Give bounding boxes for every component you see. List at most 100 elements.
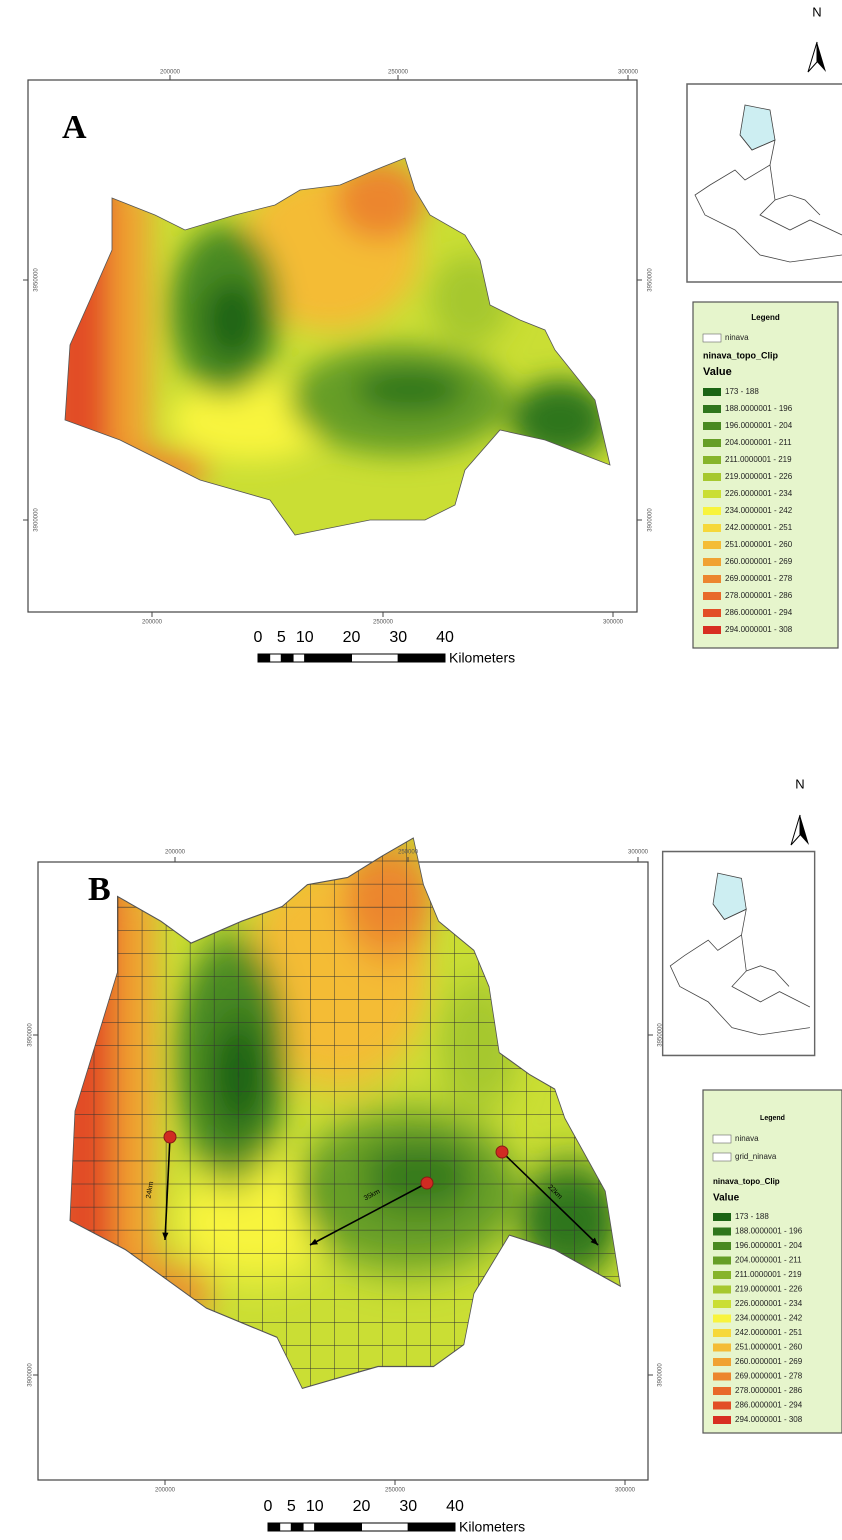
coordinate-label: 200000 — [165, 850, 186, 856]
scale-segment — [351, 653, 399, 663]
layer-label: grid_ninava — [735, 1152, 777, 1161]
class-swatch — [703, 524, 721, 532]
class-label: 173 - 188 — [735, 1212, 769, 1221]
class-label: 269.0000001 - 278 — [735, 1372, 803, 1381]
coordinate-label: 300000 — [603, 620, 624, 626]
class-label: 234.0000001 - 242 — [725, 506, 793, 515]
scale-segment — [397, 653, 446, 663]
class-label: 211.0000001 - 219 — [725, 455, 792, 464]
coordinate-label: 3900000 — [658, 1363, 664, 1387]
sample-point — [495, 1145, 509, 1159]
raster-name: ninava_topo_Clip — [713, 1177, 780, 1186]
coordinate-label: 300000 — [628, 850, 649, 856]
class-swatch — [713, 1358, 731, 1366]
scale-label: 10 — [306, 1498, 324, 1515]
north-arrow — [790, 814, 810, 846]
class-swatch — [703, 490, 721, 498]
north-arrow — [807, 41, 827, 73]
arrow-head — [590, 1237, 598, 1245]
class-swatch — [703, 541, 721, 549]
panel-label: B — [88, 871, 111, 908]
class-swatch — [703, 558, 721, 566]
field-name: Value — [713, 1193, 740, 1204]
layer-label: ninava — [725, 333, 749, 342]
layer-swatch — [702, 333, 722, 343]
arrow-head — [310, 1238, 318, 1245]
location-inset — [661, 850, 816, 1057]
scale-label: 20 — [343, 629, 361, 646]
sample-point — [420, 1176, 434, 1190]
layer-swatch — [712, 1152, 732, 1162]
class-label: 211.0000001 - 219 — [735, 1270, 802, 1279]
class-swatch — [713, 1242, 731, 1250]
scale-segment — [257, 653, 271, 663]
legend-title: Legend — [751, 313, 780, 322]
class-swatch — [713, 1227, 731, 1236]
layer-label: ninava — [735, 1134, 759, 1143]
scale-label: 30 — [399, 1498, 417, 1515]
scale-unit: Kilometers — [449, 650, 515, 666]
scale-segment — [292, 653, 306, 663]
scale-label: 0 — [254, 629, 263, 646]
scale-segment — [302, 1522, 316, 1532]
scale-segment — [407, 1522, 456, 1532]
class-label: 286.0000001 - 294 — [725, 608, 793, 617]
scale-label: 40 — [446, 1498, 464, 1515]
class-swatch — [703, 626, 721, 634]
class-swatch — [713, 1300, 731, 1308]
scale-label: 10 — [296, 629, 314, 646]
panel: B 200000 250000 300000 200000 250000 300000 395… — [28, 776, 842, 1535]
class-swatch — [703, 592, 721, 600]
class-label: 204.0000001 - 211 — [735, 1256, 802, 1265]
coordinate-label: 3950000 — [648, 268, 654, 292]
location-inset — [686, 83, 842, 283]
class-swatch — [713, 1343, 731, 1352]
class-label: 226.0000001 - 234 — [735, 1299, 803, 1308]
north-label: N — [812, 4, 821, 19]
class-swatch — [713, 1271, 731, 1279]
coordinate-label: 250000 — [385, 1488, 406, 1494]
scale-segment — [304, 653, 352, 663]
class-swatch — [713, 1416, 731, 1424]
coordinate-label: 200000 — [142, 620, 163, 626]
sample-point — [163, 1130, 177, 1144]
class-label: 226.0000001 - 234 — [725, 489, 793, 498]
class-label: 269.0000001 - 278 — [725, 574, 793, 583]
class-label: 188.0000001 - 196 — [735, 1227, 803, 1236]
coordinate-label: 250000 — [373, 620, 394, 626]
distance-label: 24km — [145, 1181, 155, 1199]
class-swatch — [713, 1329, 731, 1337]
scale-unit: Kilometers — [459, 1519, 525, 1535]
class-swatch — [703, 507, 721, 515]
coordinate-label: 3900000 — [28, 1363, 34, 1387]
class-swatch — [703, 388, 721, 396]
class-swatch — [703, 609, 721, 617]
class-swatch — [713, 1314, 731, 1323]
class-label: 188.0000001 - 196 — [725, 404, 793, 413]
class-label: 242.0000001 - 251 — [725, 523, 793, 532]
raster-name: ninava_topo_Clip — [703, 350, 779, 360]
scale-segment — [314, 1522, 362, 1532]
coordinate-label: 3950000 — [34, 268, 40, 292]
class-swatch — [703, 456, 721, 464]
scale-label: 5 — [277, 629, 286, 646]
coordinate-label: 300000 — [618, 70, 639, 76]
coordinate-label: 250000 — [398, 850, 419, 856]
coordinate-label: 200000 — [160, 70, 181, 76]
layer-swatch — [712, 1134, 732, 1144]
scale-label: 30 — [389, 629, 407, 646]
arrow-head — [162, 1232, 169, 1240]
coordinate-label: 3900000 — [34, 508, 40, 532]
coordinate-label: 3950000 — [658, 1023, 664, 1047]
coordinate-label: 200000 — [155, 1488, 176, 1494]
scale-label: 40 — [436, 629, 454, 646]
class-label: 196.0000001 - 204 — [735, 1241, 803, 1250]
class-label: 251.0000001 - 260 — [725, 540, 793, 549]
north-label: N — [795, 776, 804, 791]
class-swatch — [713, 1401, 731, 1410]
scale-segment — [361, 1522, 409, 1532]
class-swatch — [713, 1213, 731, 1221]
class-label: 294.0000001 - 308 — [725, 625, 793, 634]
class-swatch — [703, 422, 721, 430]
